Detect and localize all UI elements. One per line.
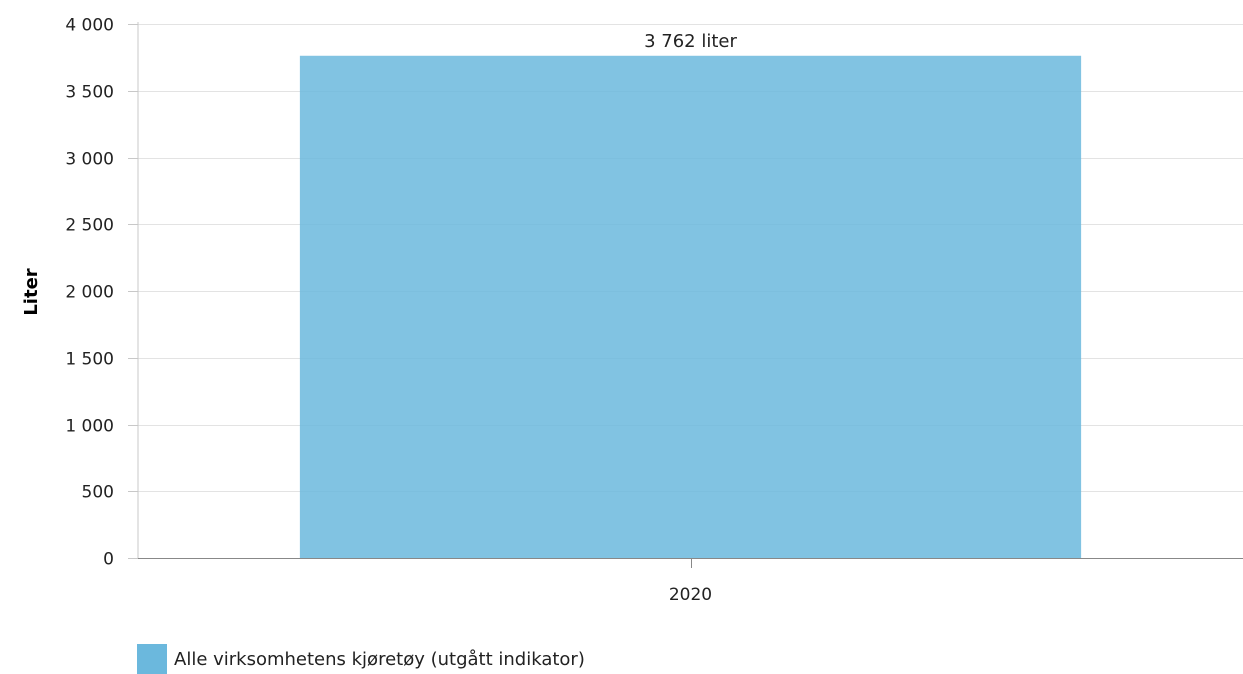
bars: [299, 55, 1082, 558]
y-axis-title: Liter: [21, 268, 42, 315]
y-tick-label: 3 500: [65, 83, 114, 103]
legend-swatch: [137, 644, 167, 674]
y-ticks: 0 500 1 000 1 500 2 000 2 500 3 000 3 500 4 000: [65, 16, 138, 570]
legend-label: Alle virksomhetens kjøretøy (utgått indi…: [174, 648, 585, 670]
y-tick-label: 500: [82, 483, 114, 503]
x-ticks: 2020: [669, 558, 712, 605]
bar[interactable]: [299, 55, 1082, 558]
y-tick-label: 4 000: [65, 16, 114, 36]
axes: [137, 22, 1243, 559]
y-tick-label: 3 000: [65, 150, 114, 170]
x-tick-label: 2020: [669, 585, 712, 605]
legend[interactable]: Alle virksomhetens kjøretøy (utgått indi…: [137, 644, 585, 674]
y-tick-label: 1 000: [65, 417, 114, 437]
y-tick-label: 2 000: [65, 283, 114, 303]
y-tick-label: 1 500: [65, 350, 114, 370]
data-labels: 3 762 liter: [644, 31, 737, 52]
y-tick-label: 2 500: [65, 216, 114, 236]
y-tick-label: 0: [103, 550, 114, 570]
bar-data-label: 3 762 liter: [644, 31, 737, 52]
